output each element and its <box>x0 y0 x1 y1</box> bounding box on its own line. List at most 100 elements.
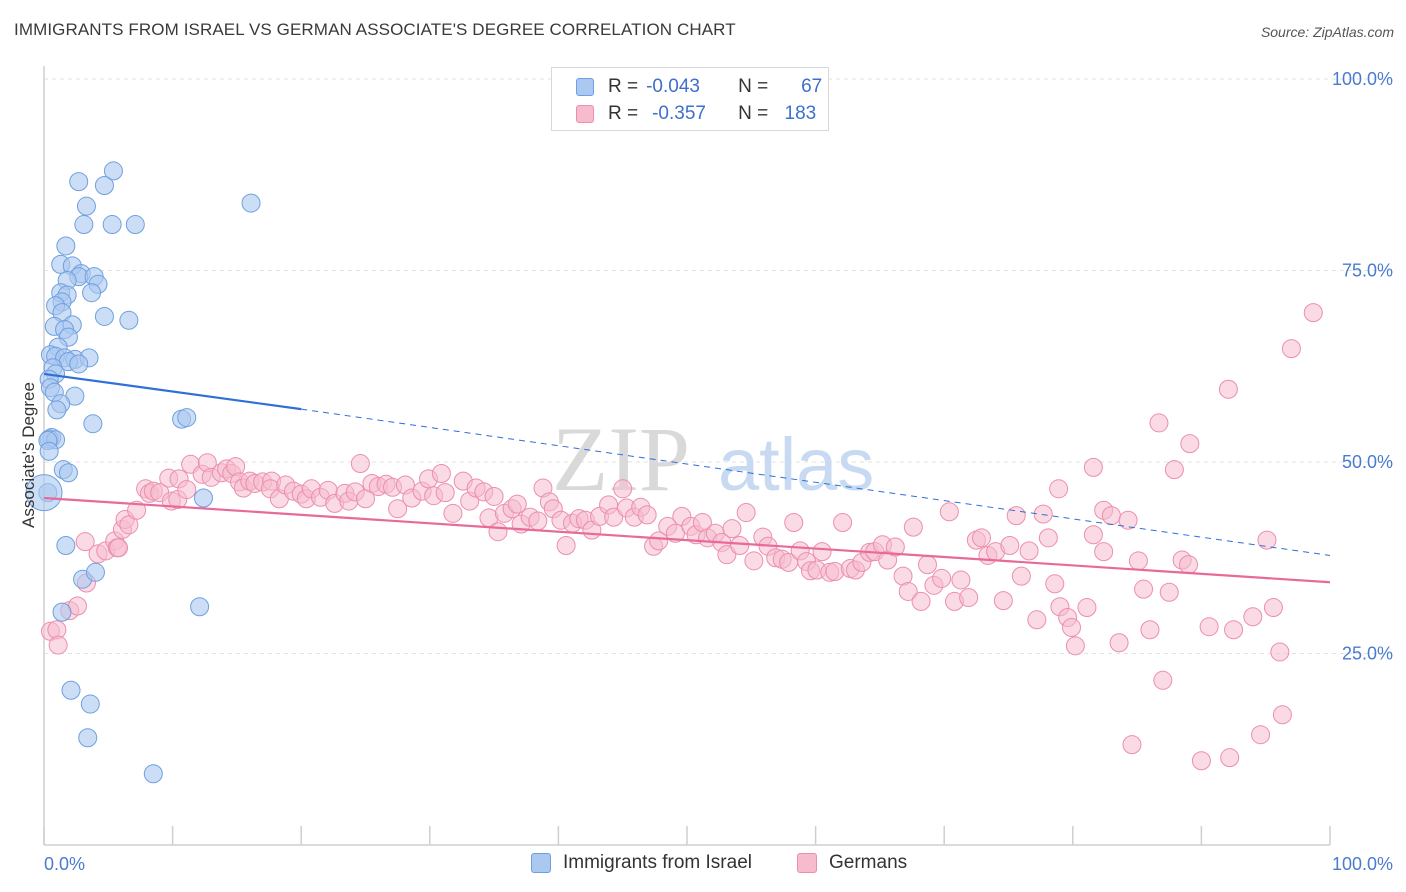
point-israel <box>76 196 96 216</box>
bottom-legend-swatch-israel <box>531 853 551 873</box>
trend-line-israel <box>43 372 302 411</box>
point-german <box>1083 525 1103 545</box>
point-israel <box>56 535 76 555</box>
point-german <box>1118 510 1138 530</box>
point-german <box>1038 528 1058 548</box>
point-german <box>959 588 979 608</box>
series-germans <box>40 303 1323 771</box>
point-german <box>730 535 750 555</box>
point-german <box>1270 642 1290 662</box>
legend-n-value: 67 <box>801 76 823 97</box>
point-israel <box>47 400 67 420</box>
point-german <box>637 505 657 525</box>
point-israel <box>39 441 59 461</box>
point-israel <box>103 161 123 181</box>
trend-line-germans <box>43 496 1331 584</box>
point-israel <box>94 306 114 326</box>
watermark-atlas: atlas <box>718 423 874 506</box>
point-israel <box>69 354 89 374</box>
point-german <box>1303 303 1323 323</box>
point-german <box>1199 617 1219 637</box>
point-german <box>48 635 68 655</box>
point-israel <box>125 215 145 235</box>
tick-labels: 25.0% 50.0% 75.0% 100.0% 0.0% 100.0% <box>44 69 1393 874</box>
point-german <box>903 517 923 537</box>
bottom-legend-swatch-germans <box>797 853 817 873</box>
point-israel <box>193 488 213 508</box>
point-german <box>1122 735 1142 755</box>
point-german <box>1019 541 1039 561</box>
point-israel <box>58 463 78 483</box>
point-german <box>613 479 633 499</box>
point-german <box>350 454 370 474</box>
point-israel <box>52 602 72 622</box>
point-israel <box>119 310 139 330</box>
point-german <box>507 494 527 514</box>
point-israel <box>56 236 76 256</box>
point-german <box>1006 506 1026 526</box>
point-german <box>898 581 918 601</box>
bottom-legend-label-israel: Immigrants from Israel <box>563 852 752 873</box>
point-german <box>1101 506 1121 526</box>
legend-n-value: 183 <box>784 103 817 124</box>
point-german <box>1257 530 1277 550</box>
point-german <box>784 513 804 533</box>
point-german <box>556 535 576 555</box>
point-german <box>1045 574 1065 594</box>
point-german <box>971 528 991 548</box>
point-israel <box>241 193 261 213</box>
point-israel <box>61 680 81 700</box>
point-israel-large <box>25 474 63 512</box>
legend-n-label: N = <box>738 103 769 124</box>
point-german <box>388 499 408 519</box>
point-german <box>1179 555 1199 575</box>
point-german <box>1272 705 1292 725</box>
point-german <box>1049 479 1069 499</box>
point-german <box>1220 748 1240 768</box>
point-german <box>812 542 832 562</box>
point-israel <box>143 764 163 784</box>
point-german <box>993 591 1013 611</box>
point-israel <box>83 414 103 434</box>
legend-r-value: -0.357 <box>652 103 706 124</box>
point-israel <box>177 408 197 428</box>
point-german <box>1065 636 1085 656</box>
point-german <box>1281 339 1301 359</box>
legend-r-value: -0.043 <box>646 76 700 97</box>
point-german <box>722 519 742 539</box>
point-german <box>1094 542 1114 562</box>
point-german <box>1109 633 1129 653</box>
point-german <box>1062 617 1082 637</box>
point-german <box>1134 579 1154 599</box>
point-german <box>917 555 937 575</box>
point-german <box>1180 434 1200 454</box>
point-german <box>488 522 508 542</box>
point-german <box>1033 504 1053 524</box>
point-german <box>932 568 952 588</box>
point-german <box>431 463 451 483</box>
bottom-legend-israel: Immigrants from Israel <box>531 852 752 874</box>
point-german <box>1153 670 1173 690</box>
y-tick-label: 50.0% <box>1342 452 1393 472</box>
point-german <box>1149 413 1169 433</box>
x-tick-label: 100.0% <box>1332 854 1393 874</box>
point-german <box>1218 379 1238 399</box>
point-german <box>1011 566 1031 586</box>
grid <box>44 78 1392 654</box>
point-german <box>1077 598 1097 618</box>
legend: R = -0.043 N = 67 R = -0.357 N = 183 <box>551 67 829 131</box>
legend-r-label: R = <box>608 76 639 97</box>
point-german <box>1251 725 1271 745</box>
point-german <box>528 511 548 531</box>
point-german <box>717 545 737 565</box>
point-israel <box>190 597 210 617</box>
x-tick-label: 0.0% <box>44 854 85 874</box>
point-german <box>939 502 959 522</box>
legend-n-label: N = <box>738 76 769 97</box>
point-israel <box>78 728 98 748</box>
point-german <box>177 480 197 500</box>
bottom-legend-label-germans: Germans <box>829 852 908 873</box>
point-german <box>127 500 147 520</box>
point-israel <box>82 283 102 303</box>
point-israel <box>74 215 94 235</box>
